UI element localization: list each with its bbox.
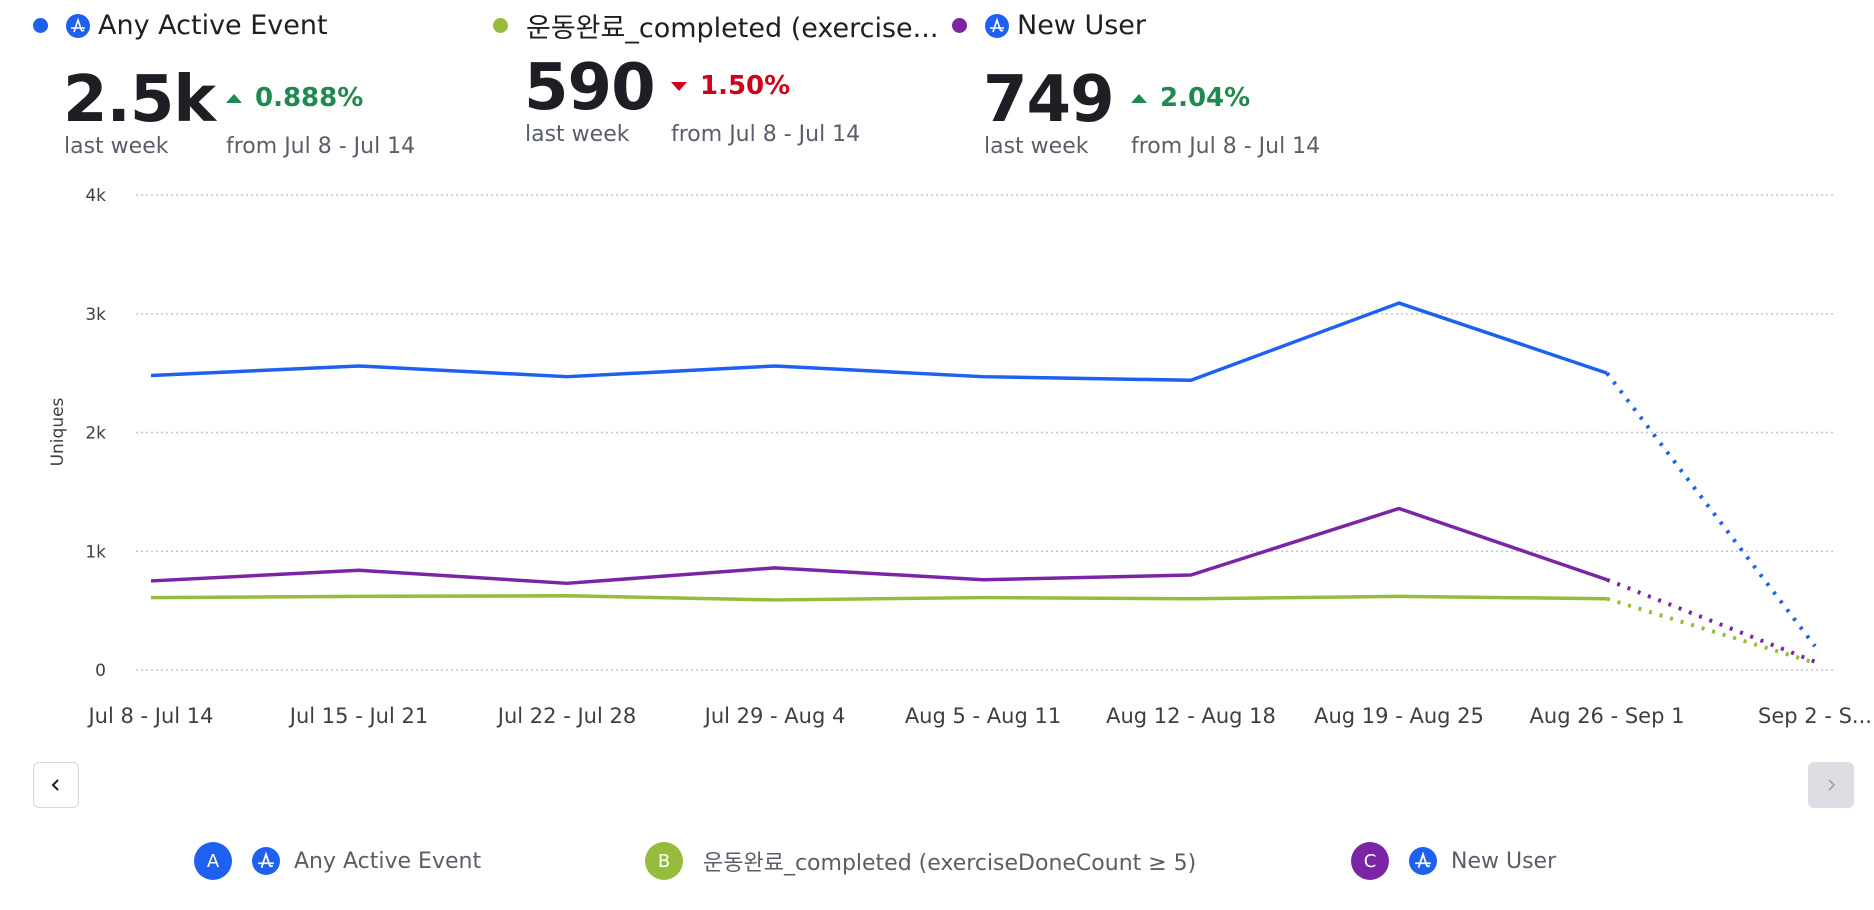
x-tick-label: Jul 15 - Jul 21 [288, 704, 428, 728]
x-tick-label: Aug 12 - Aug 18 [1106, 704, 1276, 728]
kpi-delta-label: from Jul 8 - Jul 14 [1131, 134, 1321, 159]
legend-item-c[interactable]: C New User [1351, 842, 1556, 880]
kpi-delta-label: from Jul 8 - Jul 14 [226, 134, 416, 159]
trend-up-icon [226, 93, 242, 103]
series-color-dot [493, 18, 508, 33]
series-letter-badge: A [194, 842, 232, 880]
legend-label: Any Active Event [294, 848, 482, 874]
x-tick-label: Aug 26 - Sep 1 [1530, 704, 1685, 728]
kpi-value: 590 [524, 51, 656, 125]
legend-label: New User [1451, 848, 1557, 874]
x-tick-label: Jul 29 - Aug 4 [703, 704, 846, 728]
kpi-delta-value: 1.50% [700, 71, 791, 101]
kpi-title[interactable]: Any Active Event [98, 10, 328, 41]
chevron-left-icon [51, 779, 59, 791]
kpi-delta: 0.888% [226, 83, 363, 113]
x-tick-label: Aug 19 - Aug 25 [1314, 704, 1484, 728]
amplitude-event-icon [985, 13, 1009, 38]
series-color-dot [33, 18, 48, 33]
kpi-delta: 1.50% [671, 71, 790, 101]
amplitude-event-icon [252, 847, 280, 875]
series-line[interactable] [150, 506, 1608, 586]
y-axis-ticks: 0 1k 2k 3k 4k [85, 186, 106, 681]
next-page-button[interactable] [1808, 762, 1854, 808]
amplitude-event-icon [66, 13, 90, 38]
series-2 [150, 506, 1816, 664]
series-0 [150, 301, 1817, 648]
kpi-value-label: last week [525, 122, 630, 147]
trend-up-icon [1131, 93, 1147, 103]
x-tick-label: Jul 8 - Jul 14 [86, 704, 213, 728]
series-line[interactable] [150, 301, 1608, 382]
kpi-value-label: last week [64, 134, 169, 159]
legend-item-b[interactable]: B 운동완료_completed (exerciseDoneCount ≥ 5) [645, 842, 1196, 880]
kpi-title-row: Any Active Event [33, 10, 328, 41]
chevron-right-icon [1828, 779, 1836, 791]
series-incomplete-line[interactable] [1606, 577, 1816, 664]
series-color-dot [952, 18, 967, 33]
kpi-delta-value: 0.888% [255, 83, 364, 113]
series-1 [150, 594, 1816, 665]
y-tick-label: 3k [85, 305, 106, 325]
x-axis-ticks: Jul 8 - Jul 14 Jul 15 - Jul 21 Jul 22 - Ju… [86, 704, 1871, 728]
series-line[interactable] [150, 594, 1608, 602]
amplitude-event-icon [1409, 847, 1437, 875]
kpi-title[interactable]: New User [1017, 10, 1147, 41]
kpi-delta-label: from Jul 8 - Jul 14 [671, 122, 861, 147]
legend-label: 운동완료_completed (exerciseDoneCount ≥ 5) [703, 851, 1197, 876]
kpi-value: 2.5k [63, 63, 216, 137]
series-lines [150, 301, 1817, 665]
x-tick-label: Aug 5 - Aug 11 [905, 704, 1061, 728]
series-letter-badge: B [645, 842, 683, 880]
kpi-value: 749 [983, 63, 1115, 137]
gridlines [136, 194, 1834, 671]
series-incomplete-line[interactable] [1606, 596, 1816, 665]
series-incomplete-line[interactable] [1605, 371, 1817, 648]
kpi-delta-value: 2.04% [1160, 83, 1251, 113]
kpi-delta: 2.04% [1131, 83, 1250, 113]
y-tick-label: 2k [85, 424, 106, 444]
kpi-title-row: 운동완료_completed (exercise... [493, 6, 938, 45]
x-tick-label: Jul 22 - Jul 28 [496, 704, 636, 728]
legend-item-a[interactable]: A Any Active Event [194, 842, 481, 880]
kpi-title-row: New User [952, 10, 1146, 41]
series-letter-badge: C [1351, 842, 1389, 880]
y-tick-label: 1k [85, 542, 106, 562]
y-tick-label: 0 [95, 661, 106, 681]
previous-page-button[interactable] [33, 762, 79, 808]
x-tick-label: Sep 2 - S... [1758, 704, 1872, 728]
kpi-title[interactable]: 운동완료_completed (exercise... [526, 13, 939, 44]
y-tick-label: 4k [85, 186, 106, 206]
trend-down-icon [671, 81, 687, 91]
kpi-value-label: last week [984, 134, 1089, 159]
y-axis-label: Uniques [48, 397, 68, 466]
